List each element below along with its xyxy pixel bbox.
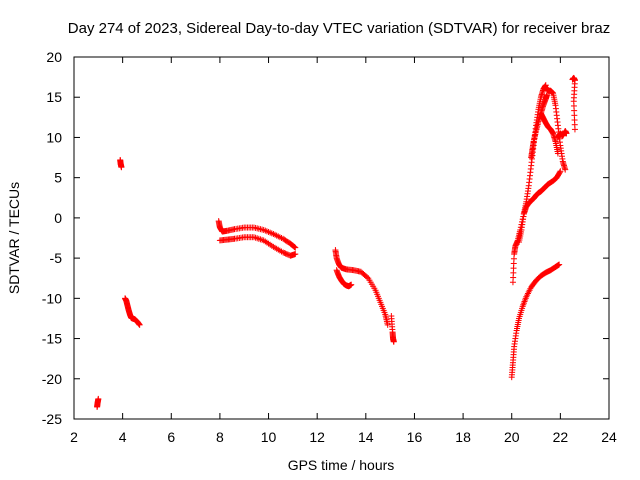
x-tick-label: 4 (119, 429, 127, 445)
y-tick-label: -20 (42, 371, 62, 387)
data-point (292, 251, 299, 258)
y-tick-label: -25 (42, 411, 62, 427)
x-tick-label: 14 (358, 429, 374, 445)
data-point (136, 321, 143, 328)
y-tick-label: -10 (42, 290, 62, 306)
chart-title: Day 274 of 2023, Sidereal Day-to-day VTE… (68, 20, 610, 37)
data-point (556, 261, 563, 268)
data-point (557, 168, 564, 175)
x-tick-label: 22 (553, 429, 569, 445)
x-tick-label: 18 (455, 429, 471, 445)
x-tick-label: 12 (309, 429, 325, 445)
x-tick-label: 6 (167, 429, 175, 445)
y-tick-label: 20 (46, 49, 62, 65)
data-point (390, 338, 397, 345)
y-tick-label: 10 (46, 129, 62, 145)
plot-frame (73, 56, 610, 420)
data-point (554, 150, 561, 157)
y-tick-label: -15 (42, 331, 62, 347)
x-tick-label: 2 (70, 429, 78, 445)
data-point (95, 395, 102, 402)
data-point (384, 321, 391, 328)
data-point (348, 281, 355, 288)
data-point (562, 166, 569, 173)
x-tick-labels: 2 4 6 8 10 12 14 16 18 20 22 24 (70, 429, 617, 445)
data-point (556, 169, 563, 176)
data-point (563, 130, 570, 137)
data-points (94, 74, 578, 410)
x-tick-label: 24 (601, 429, 617, 445)
y-tick-label: -5 (50, 250, 63, 266)
y-tick-label: 5 (54, 170, 62, 186)
x-tick-label: 16 (407, 429, 423, 445)
y-axis-label: SDTVAR / TECUs (6, 182, 22, 294)
y-tick-labels: -25 -20 -15 -10 -5 0 5 10 15 20 (42, 49, 62, 427)
data-point (292, 244, 299, 251)
y-tick-label: 15 (46, 89, 62, 105)
x-tick-label: 10 (261, 429, 277, 445)
data-point (571, 126, 578, 133)
axis-ticks (73, 56, 610, 420)
data-point (291, 243, 298, 250)
x-axis-label: GPS time / hours (288, 457, 395, 473)
x-tick-label: 20 (504, 429, 520, 445)
data-point (118, 164, 125, 171)
data-point (543, 91, 550, 98)
x-tick-label: 8 (216, 429, 224, 445)
y-tick-label: 0 (54, 210, 62, 226)
data-point (364, 274, 371, 281)
